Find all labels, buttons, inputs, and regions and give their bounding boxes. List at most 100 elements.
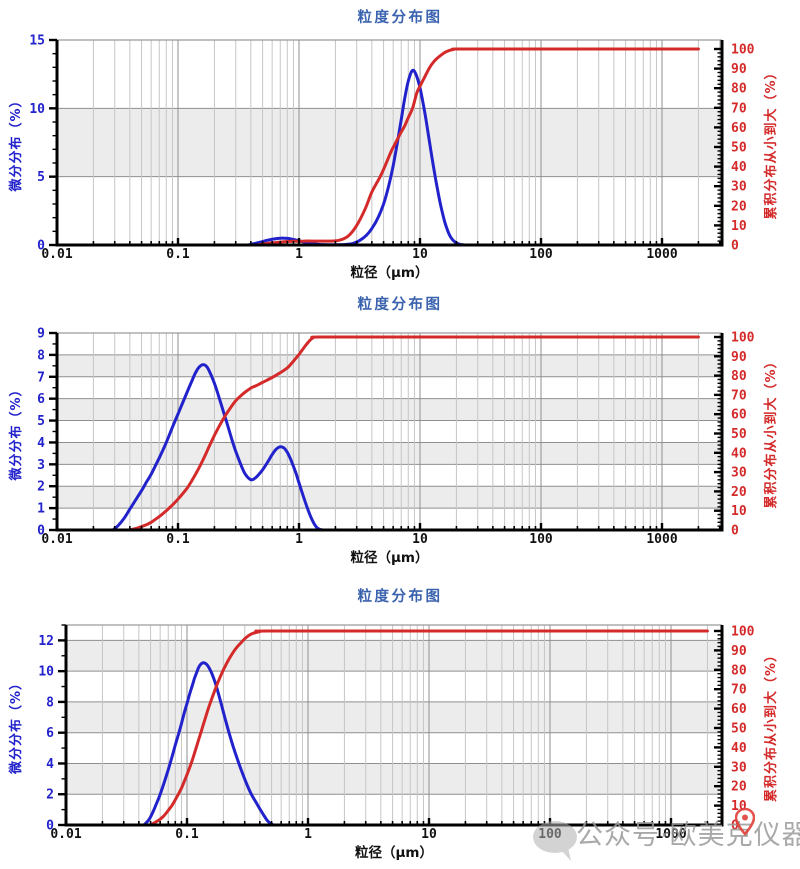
right-tick-label: 60: [731, 121, 747, 136]
left-tick-label: 6: [46, 726, 54, 741]
right-tick-label: 80: [731, 663, 747, 678]
x-tick-label: 0.01: [50, 827, 81, 842]
left-tick-label: 2: [37, 480, 45, 495]
differential-curve: [111, 363, 326, 532]
left-tick-label: 4: [46, 757, 54, 772]
chart-title: 粒度分布图: [358, 587, 443, 605]
right-tick-label: 0: [731, 524, 739, 539]
left-tick-label: 15: [29, 34, 45, 49]
band: [57, 442, 722, 465]
particle-size-chart-block-1: 0.01 0.1 1 10 100 1000 0 5 10 15 0 10 20 30 40 50 60 70 80…: [0, 0, 800, 290]
x-tick-label: 0.1: [175, 827, 199, 842]
right-tick-label: 40: [731, 741, 747, 756]
x-axis-title: 粒径（μm）: [350, 264, 428, 281]
left-tick-label: 1: [37, 502, 45, 517]
right-tick-label: 30: [731, 180, 747, 195]
particle-size-distribution-chart-1: 0.01 0.1 1 10 100 1000 0 5 10 15 0 10 20 30 40 50 60 70 80…: [8, 8, 779, 281]
left-tick-label: 7: [37, 370, 45, 385]
x-tick-label: 1: [295, 247, 303, 262]
right-tick-label: 30: [731, 466, 747, 481]
left-tick-label: 10: [38, 665, 54, 680]
cumulative-curve: [149, 629, 709, 827]
x-tick-label: 1000: [646, 532, 677, 547]
x-tick-label: 0.1: [166, 532, 190, 547]
right-tick-label: 90: [731, 62, 747, 77]
x-axis-title: 粒径（μm）: [350, 549, 428, 566]
right-axis-title: 累积分布从小到大（%）: [763, 65, 779, 219]
left-tick-label: 6: [37, 392, 45, 407]
chart-title: 粒度分布图: [358, 295, 443, 313]
x-tick-label: 0.01: [41, 247, 72, 262]
left-tick-label: 8: [46, 695, 54, 710]
x-tick-label: 100: [538, 827, 562, 842]
left-tick-label: 0: [46, 819, 54, 834]
x-tick-label: 0.01: [41, 532, 72, 547]
left-axis-title: 微分分布（%）: [8, 382, 24, 481]
particle-size-chart-block-2: 0.01 0.1 1 10 100 1000 0 1 2 3 4 5 6 7 8 9 0 10 20 30 40 50 60…: [0, 290, 800, 580]
x-tick-label: 100: [529, 247, 553, 262]
right-tick-label: 60: [731, 408, 747, 423]
right-tick-label: 50: [731, 722, 747, 737]
band: [66, 701, 722, 733]
band: [57, 398, 722, 421]
left-tick-label: 8: [37, 348, 45, 363]
cumulative-curve: [128, 335, 700, 532]
x-tick-label: 1: [304, 827, 312, 842]
x-tick-label: 1: [295, 532, 303, 547]
right-tick-label: 90: [731, 350, 747, 365]
right-axis-title: 累积分布从小到大（%）: [763, 354, 779, 508]
right-tick-label: 30: [731, 760, 747, 775]
right-tick-label: 100: [731, 625, 755, 640]
right-tick-label: 10: [731, 504, 747, 519]
left-tick-label: 4: [37, 436, 45, 451]
right-tick-label: 10: [731, 799, 747, 814]
left-tick-label: 0: [37, 239, 45, 254]
right-tick-label: 90: [731, 644, 747, 659]
left-tick-label: 5: [37, 414, 45, 429]
cumulative-curve: [255, 47, 700, 247]
x-tick-label: 10: [412, 247, 428, 262]
right-tick-label: 0: [731, 819, 739, 834]
right-tick-label: 50: [731, 427, 747, 442]
right-tick-label: 20: [731, 485, 747, 500]
particle-size-distribution-chart-2: 0.01 0.1 1 10 100 100001234567890102030405060…: [8, 295, 779, 566]
right-tick-label: 0: [731, 239, 739, 254]
left-tick-label: 0: [37, 524, 45, 539]
particle-size-chart-block-3: 0.01 0.1 1 10 100 1000 0 2 4 6 8 10 12 0 10 20 30 40 50 60 7…: [0, 580, 800, 869]
x-tick-label: 100: [529, 532, 553, 547]
left-tick-label: 3: [37, 458, 45, 473]
right-tick-label: 60: [731, 702, 747, 717]
particle-size-distribution-chart-3: 0.01 0.1 1 10 100 1000 0 2 4 6 8 10 12 0 10 20 30 40 50 60 7…: [8, 587, 779, 861]
x-tick-label: 10: [412, 532, 428, 547]
differential-curve: [142, 661, 276, 827]
left-tick-label: 10: [29, 102, 45, 117]
left-axis-title: 微分分布（%）: [8, 93, 24, 192]
band: [66, 640, 722, 672]
right-tick-label: 70: [731, 683, 747, 698]
right-tick-label: 50: [731, 141, 747, 156]
band: [57, 354, 722, 377]
left-tick-label: 2: [46, 788, 54, 803]
x-tick-label: 1000: [655, 827, 686, 842]
x-tick-label: 1000: [646, 247, 677, 262]
right-tick-label: 10: [731, 219, 747, 234]
left-tick-label: 9: [37, 327, 45, 342]
right-tick-label: 40: [731, 446, 747, 461]
x-tick-label: 0.1: [166, 247, 190, 262]
x-axis-title: 粒径（μm）: [355, 844, 433, 861]
left-axis-title: 微分分布（%）: [8, 676, 24, 775]
band: [57, 486, 722, 509]
left-tick-label: 5: [37, 170, 45, 185]
left-tick-label: 12: [38, 634, 54, 649]
right-tick-label: 100: [731, 43, 755, 58]
chart-title: 粒度分布图: [358, 8, 443, 26]
right-tick-label: 70: [731, 388, 747, 403]
band: [57, 108, 722, 177]
right-tick-label: 70: [731, 101, 747, 116]
right-axis-title: 累积分布从小到大（%）: [763, 648, 779, 802]
right-tick-label: 40: [731, 160, 747, 175]
right-tick-label: 80: [731, 369, 747, 384]
right-tick-label: 20: [731, 199, 747, 214]
right-tick-label: 20: [731, 780, 747, 795]
right-tick-label: 80: [731, 82, 747, 97]
